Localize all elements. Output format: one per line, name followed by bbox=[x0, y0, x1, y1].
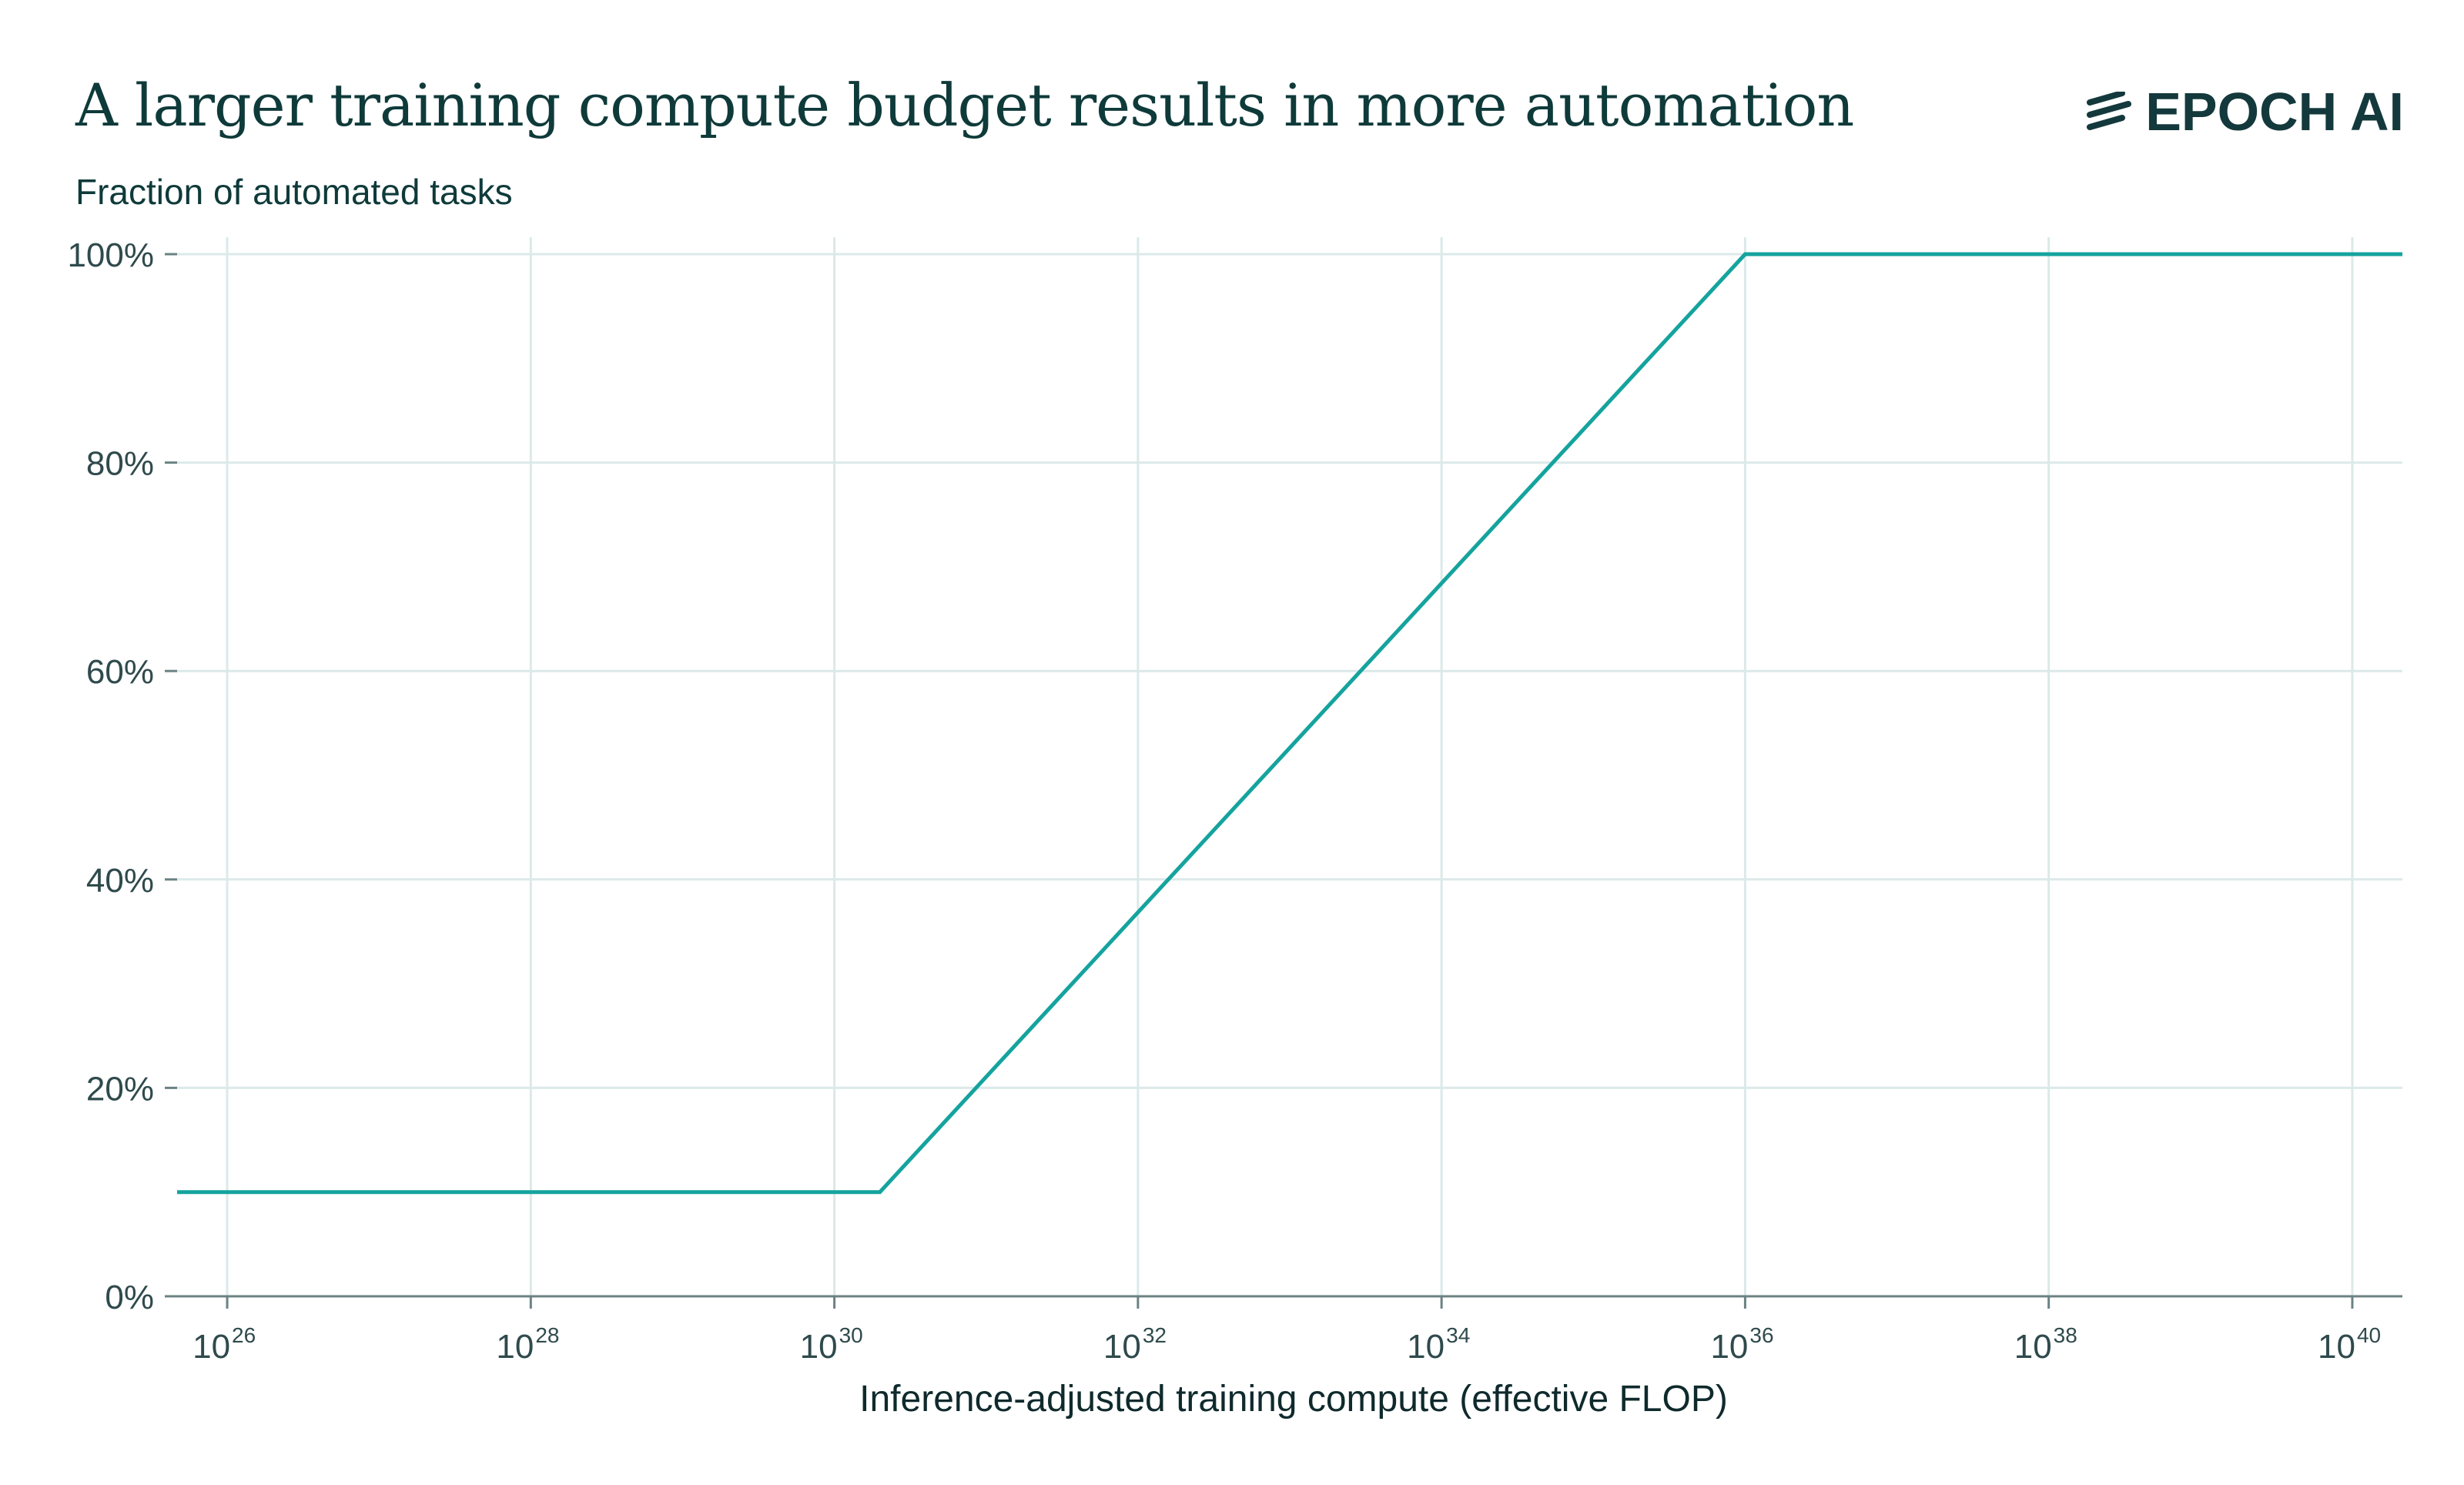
x-axis-title: Inference-adjusted training compute (eff… bbox=[859, 1379, 1728, 1420]
x-tick-exponent: 40 bbox=[2357, 1323, 2381, 1347]
x-tick-label: 10 40 bbox=[2318, 1323, 2381, 1366]
x-tick-exponent: 28 bbox=[535, 1323, 559, 1347]
x-tick-exponent: 26 bbox=[232, 1323, 256, 1347]
epoch-logo-icon bbox=[2087, 92, 2132, 130]
brand-name: EPOCH AI bbox=[2145, 82, 2404, 142]
x-tick-base: 10 bbox=[1710, 1328, 1748, 1366]
x-tick-exponent: 32 bbox=[1143, 1323, 1167, 1347]
x-tick-exponent: 30 bbox=[839, 1323, 863, 1347]
y-axis-label: Fraction of automated tasks bbox=[75, 172, 513, 212]
grid-layer bbox=[177, 237, 2402, 1296]
x-tick-base: 10 bbox=[2318, 1328, 2355, 1366]
x-tick-exponent: 38 bbox=[2054, 1323, 2077, 1347]
y-tick-label: 100% bbox=[67, 236, 154, 274]
series-line bbox=[177, 252, 2402, 1195]
y-tick-label: 0% bbox=[105, 1279, 154, 1316]
x-tick-exponent: 36 bbox=[1749, 1323, 1773, 1347]
x-tick-base: 10 bbox=[800, 1328, 838, 1366]
label-layer: 0%20%40%60%80%100%10 26 10 28 10 30 10 32 10 34 10… bbox=[67, 236, 2381, 1366]
axis-layer bbox=[165, 253, 2402, 1309]
y-tick-label: 40% bbox=[86, 862, 154, 900]
x-tick-label: 10 30 bbox=[800, 1323, 863, 1366]
x-tick-label: 10 32 bbox=[1103, 1323, 1167, 1366]
x-tick-base: 10 bbox=[1103, 1328, 1141, 1366]
x-tick-label: 10 38 bbox=[2014, 1323, 2077, 1366]
x-tick-label: 10 36 bbox=[1710, 1323, 1773, 1366]
x-tick-label: 10 34 bbox=[1407, 1323, 1470, 1366]
y-tick-label: 20% bbox=[86, 1070, 154, 1108]
y-tick-label: 80% bbox=[86, 445, 154, 483]
x-tick-base: 10 bbox=[1407, 1328, 1445, 1366]
brand-logo: EPOCH AI bbox=[2087, 79, 2404, 145]
series-layer bbox=[177, 252, 2402, 1195]
x-tick-base: 10 bbox=[2014, 1328, 2052, 1366]
x-tick-base: 10 bbox=[496, 1328, 534, 1366]
x-tick-label: 10 28 bbox=[496, 1323, 559, 1366]
y-tick-label: 60% bbox=[86, 653, 154, 691]
x-tick-exponent: 34 bbox=[1446, 1323, 1470, 1347]
x-tick-base: 10 bbox=[192, 1328, 230, 1366]
chart-title: A larger training compute budget results… bbox=[75, 71, 1854, 139]
x-tick-label: 10 26 bbox=[192, 1323, 256, 1366]
